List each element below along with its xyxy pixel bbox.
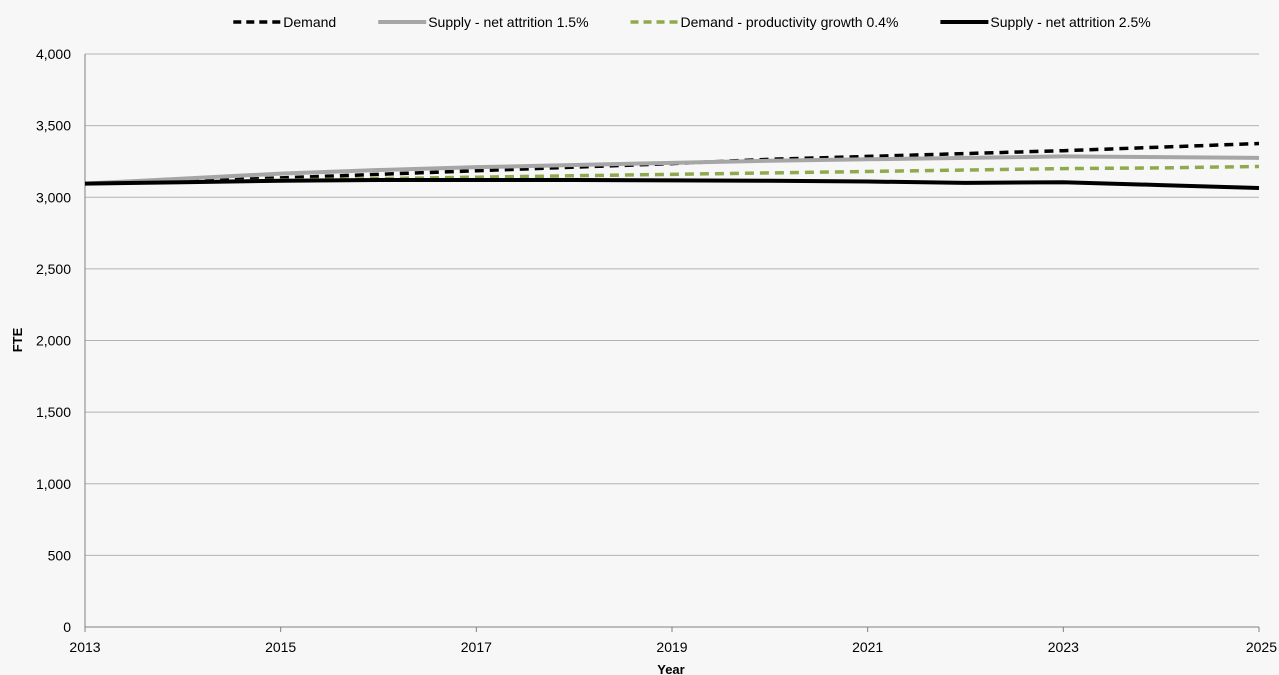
legend-label-2: Supply - net attrition 1.5% [428, 14, 588, 30]
x-axis-title: Year [657, 662, 684, 675]
series-line-2 [84, 154, 1260, 186]
axes: 0 500 1,000 1,500 2,000 2,500 3,000 3,500 4,000 2… [36, 46, 1277, 655]
y-axis-title: FTE [10, 327, 25, 352]
x-tick-label: 2017 [461, 639, 492, 655]
series-line-4 [84, 178, 1260, 190]
y-tick-label: 0 [63, 619, 71, 635]
x-tick-label: 2023 [1048, 639, 1079, 655]
y-tick-label: 2,500 [36, 261, 71, 277]
legend-label-3: Demand - productivity growth 0.4% [681, 14, 899, 30]
x-tick-label: 2021 [852, 639, 883, 655]
legend-label-4: Supply - net attrition 2.5% [990, 14, 1150, 30]
x-tick-label: 2019 [656, 639, 687, 655]
y-tick-label: 500 [48, 547, 72, 563]
y-tick-label: 2,000 [36, 333, 71, 349]
y-tick-label: 4,000 [36, 46, 71, 62]
x-tick-label: 2015 [265, 639, 296, 655]
x-tick-label: 2025 [1246, 639, 1277, 655]
legend-label-1: Demand [283, 14, 336, 30]
gridlines [85, 53, 1259, 556]
y-tick-label: 1,000 [36, 476, 71, 492]
series-lines [84, 141, 1260, 190]
legend: Demand Supply - net attrition 1.5% Demand … [233, 14, 1151, 30]
y-tick-label: 3,500 [36, 118, 71, 134]
x-tick-label: 2013 [69, 639, 100, 655]
y-tick-label: 1,500 [36, 404, 71, 420]
y-tick-label: 3,000 [36, 189, 71, 205]
